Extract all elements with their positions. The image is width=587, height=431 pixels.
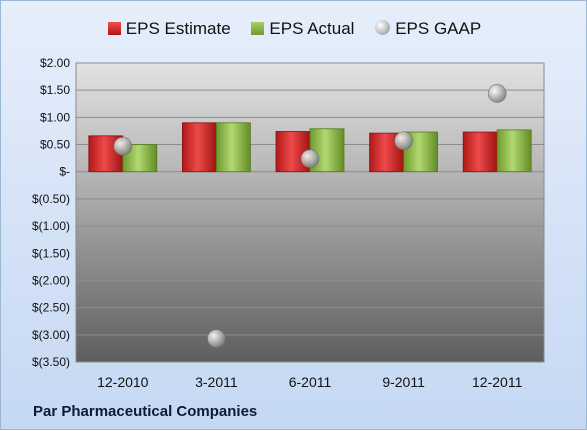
x-tick-label: 3-2011 [195,374,238,390]
y-tick-label: $(3.50) [32,355,70,369]
x-tick-label: 9-2011 [382,374,425,390]
legend-label-estimate: EPS Estimate [125,18,231,38]
legend-label-gaap: EPS GAAP [395,18,482,38]
y-tick-label: $(3.00) [32,328,70,342]
legend-swatch-actual [251,21,265,35]
y-tick-label: $(2.00) [32,273,70,287]
actual-bar [496,129,532,173]
plot-area [75,62,545,363]
y-axis: $2.00 $1.50 $1.00 $0.50 $- $(0.50) $(1.00) $(1.… [32,56,70,369]
legend: EPS Estimate EPS Actual EPS GAAP [1,18,587,39]
x-tick-label: 12-2011 [472,374,523,390]
company-name: Par Pharmaceutical Companies [33,403,258,420]
y-tick-label: $(0.50) [32,192,70,206]
y-tick-label: $(1.50) [32,246,70,260]
x-tick-label: 6-2011 [289,374,332,390]
y-tick-label: $(1.00) [32,219,70,233]
y-tick-label: $1.50 [40,83,70,97]
legend-item-actual: EPS Actual [251,19,354,39]
y-tick-label: $2.00 [40,56,70,70]
legend-item-gaap: EPS GAAP [375,19,481,39]
estimate-bar [462,131,498,173]
legend-swatch-estimate [107,21,121,35]
gaap-bubble [394,131,413,151]
y-tick-label: $1.00 [40,110,70,124]
y-tick-label: $- [59,165,70,179]
estimate-bar [181,122,217,173]
legend-item-estimate: EPS Estimate [107,18,231,39]
y-tick-label: $(2.50) [32,301,70,315]
gaap-bubble [300,149,320,168]
y-tick-label: $0.50 [40,138,70,152]
gaap-bubbles [113,84,507,348]
legend-swatch-gaap [375,19,391,35]
x-axis: 12-2010 3-2011 6-2011 9-2011 12-2011 [97,374,522,390]
gaap-bubble [487,84,507,103]
gaap-bubble [207,329,226,348]
x-tick-label: 12-2010 [97,374,149,390]
legend-label-actual: EPS Actual [269,18,355,38]
bars [88,122,532,173]
gaap-bubble [113,136,133,156]
actual-bar [215,122,251,173]
